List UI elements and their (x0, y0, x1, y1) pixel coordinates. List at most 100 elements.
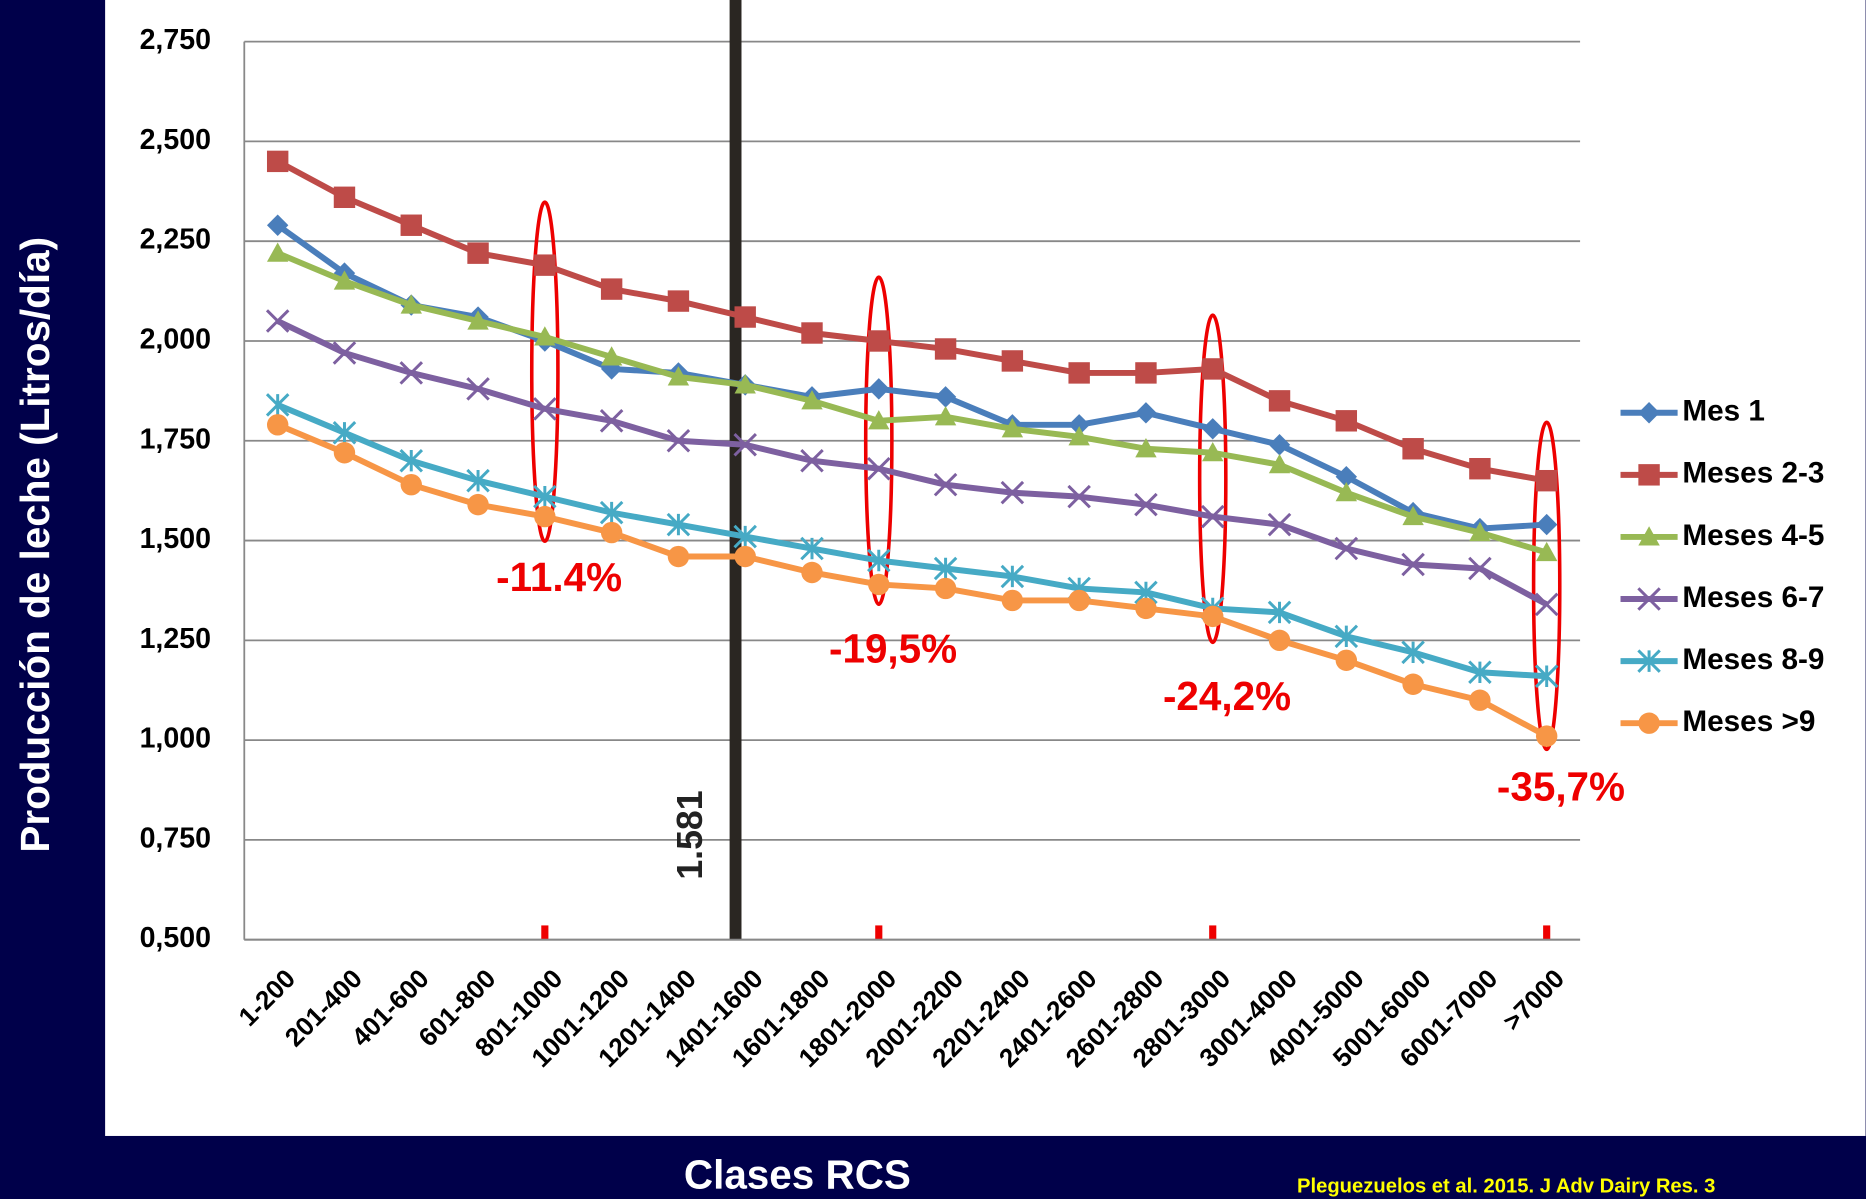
annotation: -11.4% (496, 554, 622, 600)
marker (1335, 465, 1358, 488)
marker (1267, 600, 1292, 625)
series-line (276, 250, 1548, 556)
marker (933, 472, 958, 497)
legend-label: Mes 1 (1682, 395, 1765, 428)
legend-label: Meses >9 (1682, 705, 1815, 738)
marker (1000, 480, 1025, 505)
marker (734, 306, 756, 328)
marker (667, 290, 690, 312)
marker (1469, 689, 1491, 711)
marker (666, 429, 691, 453)
marker (734, 374, 756, 394)
legend-label: Meses 8-9 (1682, 643, 1824, 676)
x-axis-title: Clases RCS (684, 1151, 911, 1197)
marker (1401, 640, 1425, 665)
highlight-ellipse (1531, 420, 1562, 752)
marker (1535, 541, 1558, 562)
marker (1000, 564, 1025, 589)
marker (800, 448, 824, 473)
marker (1402, 438, 1424, 460)
annotation: -19,5% (829, 626, 957, 672)
marker (1638, 402, 1660, 424)
marker (934, 386, 957, 408)
marker (1001, 418, 1024, 438)
marker (332, 341, 357, 365)
threshold-label: 1.581 (670, 790, 710, 879)
y-tick-label: 2,250 (140, 224, 211, 256)
marker (1334, 536, 1359, 561)
marker (1202, 442, 1224, 462)
axis-marker (875, 925, 883, 940)
marker (467, 242, 489, 264)
marker (1202, 418, 1224, 440)
y-axis-title: Producción de leche (Litros/día) (12, 237, 58, 853)
y-tick-label: 2,500 (140, 124, 211, 156)
highlight-ellipse (863, 275, 894, 607)
marker (1202, 358, 1224, 380)
series-line (276, 422, 1549, 739)
marker (1268, 454, 1291, 474)
marker (534, 505, 556, 528)
marker (1001, 350, 1024, 372)
marker (1468, 556, 1492, 581)
marker (868, 410, 890, 430)
highlight-ellipse (529, 200, 560, 543)
marker (1637, 587, 1661, 611)
marker (534, 254, 556, 276)
marker (801, 390, 823, 410)
y-tick-label: 2,750 (140, 24, 211, 56)
y-tick-label: 0,750 (140, 822, 211, 854)
marker (666, 512, 691, 537)
marker (1134, 492, 1158, 517)
marker (1535, 469, 1558, 492)
marker (1535, 725, 1558, 747)
marker (1534, 592, 1559, 617)
marker (333, 442, 356, 464)
marker (266, 414, 289, 436)
marker (1067, 484, 1091, 509)
marker (1638, 526, 1660, 546)
marker (1638, 712, 1660, 734)
marker (1335, 410, 1358, 432)
marker (1135, 438, 1157, 458)
marker (1068, 362, 1090, 384)
marker (467, 493, 489, 516)
marker (600, 278, 623, 300)
marker (801, 561, 823, 584)
marker (599, 409, 624, 433)
marker (600, 346, 623, 366)
marker (1469, 521, 1491, 542)
marker (599, 500, 624, 525)
marker (1135, 597, 1157, 620)
marker (1402, 505, 1424, 526)
marker (1534, 664, 1559, 689)
marker (399, 448, 424, 473)
marker (934, 338, 957, 360)
marker (534, 326, 556, 346)
annotation: -35,7% (1497, 764, 1625, 810)
marker (1267, 512, 1292, 537)
panel (105, 0, 1866, 1136)
marker (867, 456, 891, 481)
marker (801, 322, 823, 344)
marker (934, 406, 957, 426)
marker (1334, 624, 1359, 649)
annotation: -24,2% (1163, 673, 1291, 719)
marker (466, 377, 490, 401)
series-line (276, 318, 1549, 608)
marker (266, 214, 289, 236)
marker (1135, 362, 1157, 384)
marker (265, 309, 290, 333)
marker (400, 214, 422, 236)
marker (1401, 552, 1425, 577)
marker (400, 473, 422, 496)
marker (332, 421, 357, 445)
y-tick-label: 1,500 (140, 523, 211, 555)
y-tick-label: 1,000 (140, 723, 211, 755)
legend-label: Meses 6-7 (1682, 581, 1824, 614)
marker (333, 270, 356, 290)
marker (1335, 649, 1358, 672)
marker (1468, 660, 1492, 685)
marker (1268, 629, 1291, 652)
